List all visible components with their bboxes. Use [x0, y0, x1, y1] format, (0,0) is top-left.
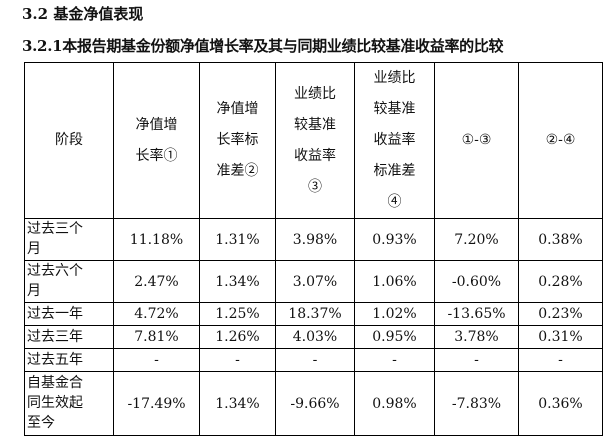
column-header-label: 业绩比较基准收益率③: [293, 85, 336, 195]
table-cell: 0.23%: [518, 302, 603, 326]
table-cell: -: [113, 348, 200, 372]
stage-cell: 过去三年: [24, 325, 114, 349]
table-cell: 18.37%: [275, 302, 355, 326]
table-cell: 1.06%: [354, 260, 435, 303]
stage-label: 过去一年: [27, 306, 83, 322]
column-header: 业绩比较基准收益率③: [275, 62, 355, 219]
table-cell: 0.28%: [518, 260, 603, 303]
table-cell: 3.98%: [275, 218, 355, 261]
table-cell: 2.47%: [113, 260, 200, 303]
table-row: 过去一年 4.72% 1.25% 18.37% 1.02% -13.65% 0.…: [24, 302, 603, 326]
table-cell: 0.98%: [354, 371, 435, 436]
table-cell: 1.26%: [199, 325, 276, 349]
table-cell: 1.02%: [354, 302, 435, 326]
table-cell: -13.65%: [434, 302, 519, 326]
table-cell: 0.36%: [518, 371, 603, 436]
table-cell: -7.83%: [434, 371, 519, 436]
stage-label: 过去三个月: [27, 221, 83, 257]
stage-cell: 过去一年: [24, 302, 114, 326]
stage-label: 过去五年: [27, 352, 83, 368]
column-header: 净值增长率①: [113, 62, 200, 219]
column-header: ②-④: [518, 62, 603, 219]
section-heading: 3.2 基金净值表现: [22, 5, 144, 23]
column-header: 业绩比较基准收益率标准差④: [354, 62, 435, 219]
column-header-label: 阶段: [55, 132, 83, 148]
table-cell: 1.34%: [199, 260, 276, 303]
stage-cell: 过去三个月: [24, 218, 114, 261]
column-header-label: ②-④: [545, 132, 576, 148]
table-cell: 7.81%: [113, 325, 200, 349]
table-row: 过去五年 - - - - - -: [24, 348, 603, 372]
column-header-label: ①-③: [461, 132, 492, 148]
table-row: 过去六个月 2.47% 1.34% 3.07% 1.06% -0.60% 0.2…: [24, 260, 603, 303]
stage-cell: 过去六个月: [24, 260, 114, 303]
table-cell: -: [434, 348, 519, 372]
table-cell: 4.72%: [113, 302, 200, 326]
column-header: ①-③: [434, 62, 519, 219]
table-cell: 7.20%: [434, 218, 519, 261]
table-row: 自基金合同生效起至今 -17.49% 1.34% -9.66% 0.98% -7…: [24, 371, 603, 436]
performance-table: 阶段 净值增长率① 净值增长率标准差② 业绩比较基准收益率③ 业绩比较基准收益率…: [24, 62, 603, 436]
column-header-label: 净值增长率①: [135, 116, 178, 164]
table-cell: -9.66%: [275, 371, 355, 436]
stage-label: 自基金合同生效起至今: [27, 375, 83, 431]
table-row: 过去三年 7.81% 1.26% 4.03% 0.95% 3.78% 0.31%: [24, 325, 603, 349]
stage-label: 过去三年: [27, 329, 83, 345]
stage-label: 过去六个月: [27, 263, 83, 299]
table-cell: 0.38%: [518, 218, 603, 261]
table-cell: 0.31%: [518, 325, 603, 349]
section-subheading: 3.2.1本报告期基金份额净值增长率及其与同期业绩比较基准收益率的比较: [22, 37, 504, 55]
column-header: 阶段: [24, 62, 114, 219]
table-cell: 1.31%: [199, 218, 276, 261]
table-cell: -0.60%: [434, 260, 519, 303]
table-cell: -17.49%: [113, 371, 200, 436]
table-cell: 1.25%: [199, 302, 276, 326]
table-cell: 1.34%: [199, 371, 276, 436]
table-cell: 11.18%: [113, 218, 200, 261]
column-header-label: 业绩比较基准收益率标准差④: [373, 70, 416, 210]
table-cell: 0.93%: [354, 218, 435, 261]
stage-cell: 过去五年: [24, 348, 114, 372]
table-cell: 3.78%: [434, 325, 519, 349]
stage-cell: 自基金合同生效起至今: [24, 371, 114, 436]
table-header-row: 阶段 净值增长率① 净值增长率标准差② 业绩比较基准收益率③ 业绩比较基准收益率…: [24, 62, 603, 219]
table-cell: -: [199, 348, 276, 372]
table-row: 过去三个月 11.18% 1.31% 3.98% 0.93% 7.20% 0.3…: [24, 218, 603, 261]
table-cell: -: [354, 348, 435, 372]
column-header: 净值增长率标准差②: [199, 62, 276, 219]
table-cell: -: [275, 348, 355, 372]
table-cell: 0.95%: [354, 325, 435, 349]
table-cell: 3.07%: [275, 260, 355, 303]
table-cell: 4.03%: [275, 325, 355, 349]
column-header-label: 净值增长率标准差②: [216, 101, 259, 179]
table-cell: -: [518, 348, 603, 372]
